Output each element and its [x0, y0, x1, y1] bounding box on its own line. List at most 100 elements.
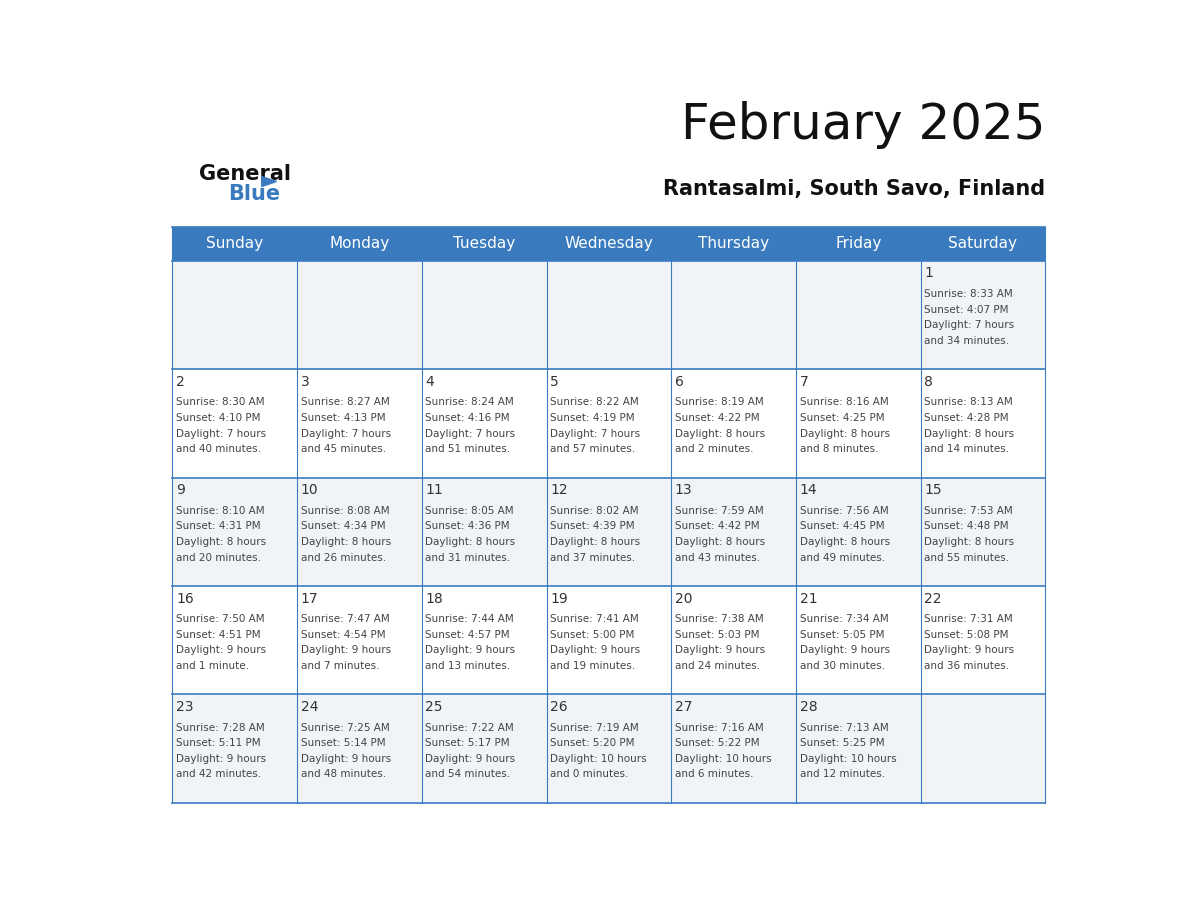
Text: Sunrise: 7:28 AM: Sunrise: 7:28 AM: [176, 722, 265, 733]
Text: Daylight: 8 hours: Daylight: 8 hours: [924, 429, 1015, 439]
Text: Daylight: 8 hours: Daylight: 8 hours: [675, 429, 765, 439]
Text: Sunset: 4:19 PM: Sunset: 4:19 PM: [550, 413, 634, 423]
Text: Sunset: 4:16 PM: Sunset: 4:16 PM: [425, 413, 510, 423]
Text: Sunset: 4:34 PM: Sunset: 4:34 PM: [301, 521, 385, 532]
Text: 11: 11: [425, 483, 443, 498]
Text: Sunset: 4:45 PM: Sunset: 4:45 PM: [800, 521, 884, 532]
Text: and 8 minutes.: and 8 minutes.: [800, 444, 878, 454]
Bar: [172, 227, 1045, 261]
Text: Sunset: 4:36 PM: Sunset: 4:36 PM: [425, 521, 510, 532]
Bar: [297, 694, 422, 803]
Text: Daylight: 10 hours: Daylight: 10 hours: [550, 754, 646, 764]
Text: and 34 minutes.: and 34 minutes.: [924, 336, 1010, 346]
Text: Sunday: Sunday: [207, 236, 264, 252]
Bar: [796, 694, 921, 803]
Text: and 55 minutes.: and 55 minutes.: [924, 553, 1010, 563]
Bar: [297, 261, 422, 369]
Text: Sunset: 4:39 PM: Sunset: 4:39 PM: [550, 521, 634, 532]
Text: Daylight: 8 hours: Daylight: 8 hours: [301, 537, 391, 547]
Text: Sunrise: 8:05 AM: Sunrise: 8:05 AM: [425, 506, 514, 516]
Text: 19: 19: [550, 592, 568, 606]
Text: and 13 minutes.: and 13 minutes.: [425, 661, 511, 671]
Text: and 48 minutes.: and 48 minutes.: [301, 769, 386, 779]
Text: 17: 17: [301, 592, 318, 606]
Text: Sunrise: 8:13 AM: Sunrise: 8:13 AM: [924, 397, 1013, 408]
Text: Sunset: 4:22 PM: Sunset: 4:22 PM: [675, 413, 759, 423]
Text: Sunrise: 8:19 AM: Sunrise: 8:19 AM: [675, 397, 764, 408]
Text: Sunset: 4:31 PM: Sunset: 4:31 PM: [176, 521, 260, 532]
Text: Daylight: 9 hours: Daylight: 9 hours: [550, 645, 640, 655]
Text: Sunrise: 8:08 AM: Sunrise: 8:08 AM: [301, 506, 390, 516]
Text: Daylight: 8 hours: Daylight: 8 hours: [675, 537, 765, 547]
Bar: [422, 586, 546, 694]
Text: Sunrise: 7:19 AM: Sunrise: 7:19 AM: [550, 722, 639, 733]
Text: 5: 5: [550, 375, 558, 389]
Text: Sunset: 4:57 PM: Sunset: 4:57 PM: [425, 630, 510, 640]
Text: 14: 14: [800, 483, 817, 498]
Text: and 2 minutes.: and 2 minutes.: [675, 444, 753, 454]
Text: Sunset: 4:51 PM: Sunset: 4:51 PM: [176, 630, 260, 640]
Bar: [921, 369, 1045, 477]
Text: 13: 13: [675, 483, 693, 498]
Text: Sunrise: 7:59 AM: Sunrise: 7:59 AM: [675, 506, 764, 516]
Text: February 2025: February 2025: [681, 101, 1045, 149]
Text: Daylight: 9 hours: Daylight: 9 hours: [176, 645, 266, 655]
Text: 16: 16: [176, 592, 194, 606]
Text: Thursday: Thursday: [699, 236, 769, 252]
Text: 23: 23: [176, 700, 194, 714]
Text: Rantasalmi, South Savo, Finland: Rantasalmi, South Savo, Finland: [663, 178, 1045, 198]
Bar: [671, 586, 796, 694]
Text: General: General: [200, 164, 291, 185]
Text: 7: 7: [800, 375, 808, 389]
Bar: [297, 369, 422, 477]
Bar: [921, 586, 1045, 694]
Text: Sunset: 4:54 PM: Sunset: 4:54 PM: [301, 630, 385, 640]
Text: and 54 minutes.: and 54 minutes.: [425, 769, 511, 779]
Bar: [172, 694, 297, 803]
Text: Daylight: 9 hours: Daylight: 9 hours: [924, 645, 1015, 655]
Bar: [172, 369, 297, 477]
Text: and 0 minutes.: and 0 minutes.: [550, 769, 628, 779]
Text: 2: 2: [176, 375, 185, 389]
Text: 4: 4: [425, 375, 435, 389]
Text: and 7 minutes.: and 7 minutes.: [301, 661, 379, 671]
Bar: [921, 694, 1045, 803]
Bar: [796, 369, 921, 477]
Text: Sunset: 4:48 PM: Sunset: 4:48 PM: [924, 521, 1009, 532]
Text: Daylight: 7 hours: Daylight: 7 hours: [550, 429, 640, 439]
Text: Daylight: 10 hours: Daylight: 10 hours: [675, 754, 771, 764]
Text: Daylight: 8 hours: Daylight: 8 hours: [800, 537, 890, 547]
Text: 24: 24: [301, 700, 318, 714]
Text: 21: 21: [800, 592, 817, 606]
Text: 27: 27: [675, 700, 693, 714]
Text: and 31 minutes.: and 31 minutes.: [425, 553, 511, 563]
Text: Sunrise: 8:16 AM: Sunrise: 8:16 AM: [800, 397, 889, 408]
Text: Sunset: 5:11 PM: Sunset: 5:11 PM: [176, 738, 260, 748]
Text: Sunset: 4:42 PM: Sunset: 4:42 PM: [675, 521, 759, 532]
Text: Sunrise: 8:22 AM: Sunrise: 8:22 AM: [550, 397, 639, 408]
Text: and 6 minutes.: and 6 minutes.: [675, 769, 753, 779]
Text: Sunrise: 8:24 AM: Sunrise: 8:24 AM: [425, 397, 514, 408]
Text: and 51 minutes.: and 51 minutes.: [425, 444, 511, 454]
Bar: [172, 586, 297, 694]
Text: and 26 minutes.: and 26 minutes.: [301, 553, 386, 563]
Text: and 14 minutes.: and 14 minutes.: [924, 444, 1010, 454]
Text: Sunset: 5:20 PM: Sunset: 5:20 PM: [550, 738, 634, 748]
Text: 15: 15: [924, 483, 942, 498]
Text: Sunrise: 8:33 AM: Sunrise: 8:33 AM: [924, 289, 1013, 299]
Bar: [297, 477, 422, 586]
Text: Sunset: 5:00 PM: Sunset: 5:00 PM: [550, 630, 634, 640]
Bar: [546, 477, 671, 586]
Text: Daylight: 9 hours: Daylight: 9 hours: [301, 754, 391, 764]
Text: Sunset: 4:13 PM: Sunset: 4:13 PM: [301, 413, 385, 423]
Text: 1: 1: [924, 266, 933, 280]
Text: Daylight: 8 hours: Daylight: 8 hours: [425, 537, 516, 547]
Text: 28: 28: [800, 700, 817, 714]
Text: and 49 minutes.: and 49 minutes.: [800, 553, 885, 563]
Text: Sunset: 5:08 PM: Sunset: 5:08 PM: [924, 630, 1009, 640]
Text: and 1 minute.: and 1 minute.: [176, 661, 249, 671]
Text: Sunset: 5:17 PM: Sunset: 5:17 PM: [425, 738, 510, 748]
Text: Daylight: 7 hours: Daylight: 7 hours: [924, 320, 1015, 330]
Text: Sunset: 5:14 PM: Sunset: 5:14 PM: [301, 738, 385, 748]
Text: 26: 26: [550, 700, 568, 714]
